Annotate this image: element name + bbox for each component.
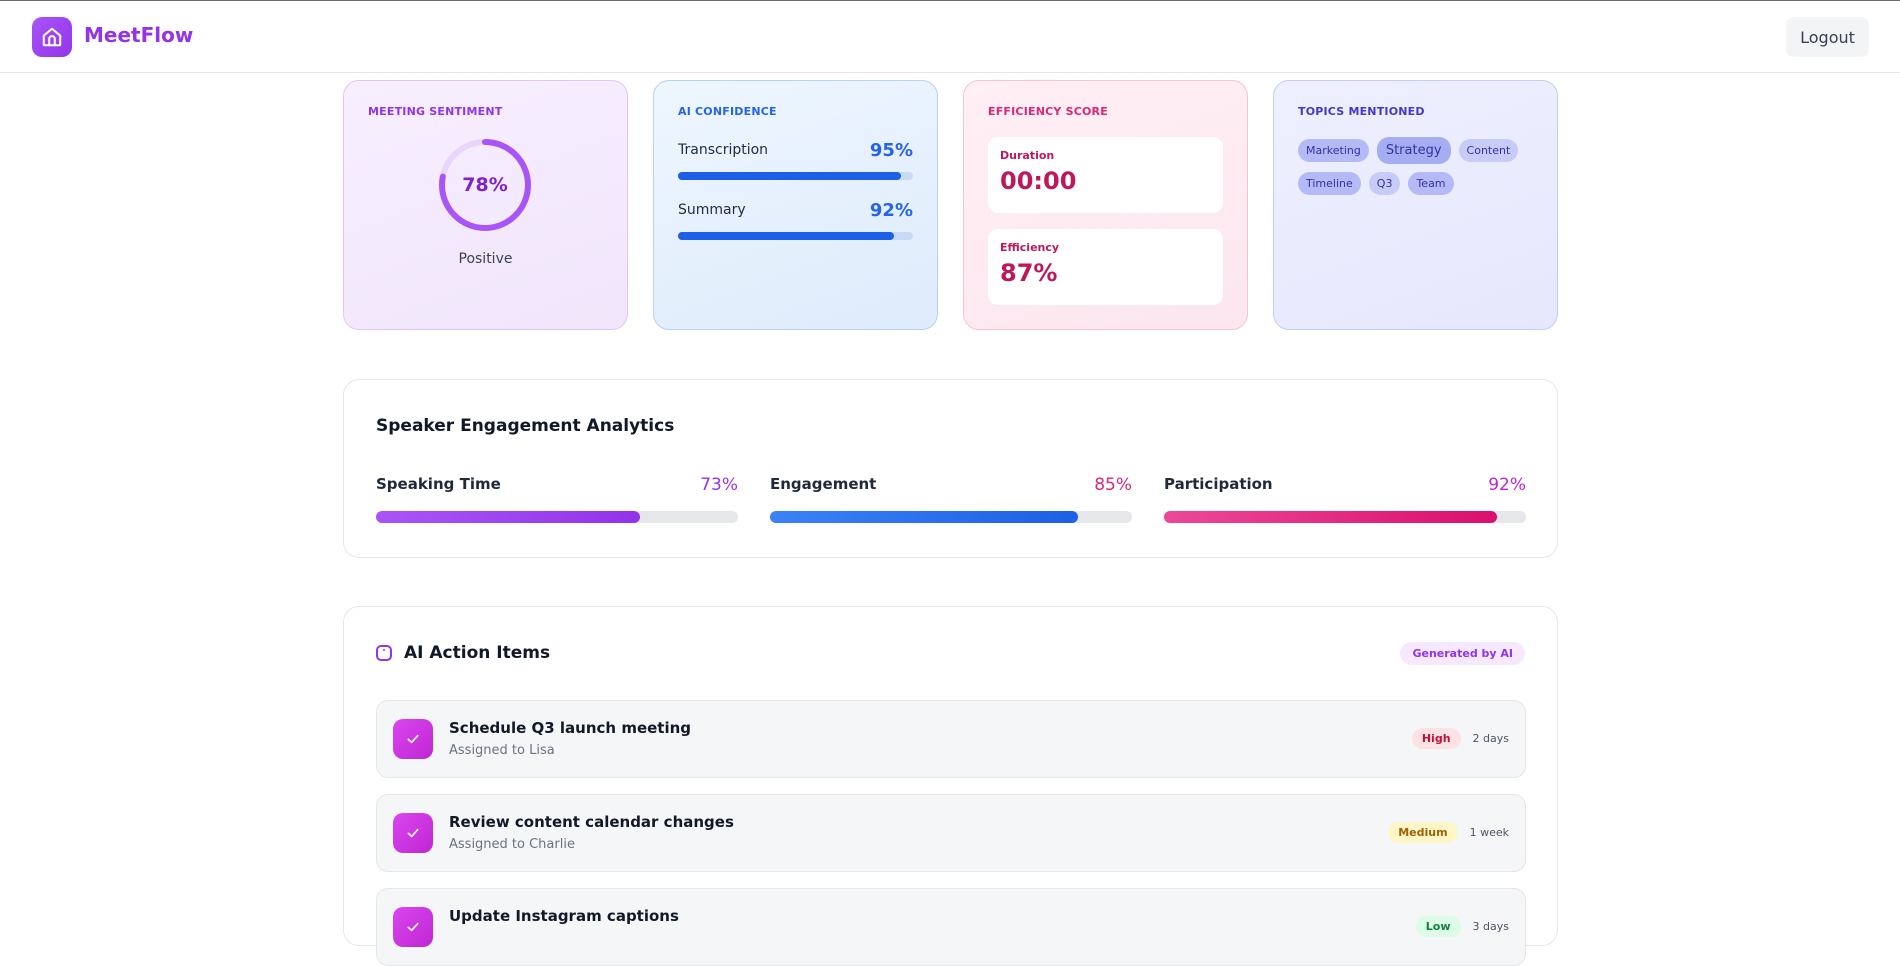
priority-badge: High <box>1411 728 1461 749</box>
priority-badge: Medium <box>1388 822 1458 843</box>
topic-tag[interactable]: Team <box>1408 172 1454 195</box>
metric-label: Speaking Time <box>376 475 501 493</box>
metric-value: 85% <box>1094 475 1132 495</box>
sentiment-caption: Positive <box>458 251 513 267</box>
action-item-title: Schedule Q3 launch meeting <box>449 719 692 737</box>
action-item[interactable]: Review content calendar changes Assigned… <box>376 794 1526 872</box>
topics-mentioned-card: TOPICS MENTIONED Marketing Strategy Cont… <box>1273 80 1558 330</box>
ai-action-items-panel: AI Action Items Generated by AI Schedule… <box>343 606 1558 966</box>
card-label: AI CONFIDENCE <box>678 105 777 118</box>
efficiency-label: Efficiency <box>1000 241 1060 254</box>
metric-bar-fill <box>376 511 641 523</box>
sentiment-percentage: 78% <box>462 174 508 196</box>
metric-bar-fill <box>770 511 1078 523</box>
top-navbar: MeetFlow Logout <box>0 1 1900 73</box>
action-item-meta: Medium 1 week <box>1388 822 1509 843</box>
action-item[interactable]: Update Instagram captions Low 3 days <box>376 888 1526 966</box>
check-icon[interactable] <box>393 907 433 947</box>
priority-badge: Low <box>1415 916 1461 937</box>
ai-confidence-card: AI CONFIDENCE Transcription 95% Summary … <box>653 80 938 330</box>
speaker-engagement-panel: Speaker Engagement Analytics Speaking Ti… <box>343 379 1558 558</box>
efficiency-score-card: EFFICIENCY SCORE Duration 00:00 Efficien… <box>963 80 1248 330</box>
duration-value: 00:00 <box>1000 167 1077 195</box>
metric-bar-fill <box>1164 511 1498 523</box>
action-item-assignee: Assigned to Lisa <box>449 743 555 758</box>
confidence-bar-fill <box>678 172 902 180</box>
sentiment-ring: 78% <box>437 137 533 233</box>
confidence-bar-track <box>678 172 913 180</box>
panel-title: AI Action Items <box>404 643 551 663</box>
home-logo-icon[interactable] <box>32 17 72 57</box>
check-icon[interactable] <box>393 813 433 853</box>
card-label: MEETING SENTIMENT <box>368 105 503 118</box>
topic-tag[interactable]: Marketing <box>1298 139 1369 162</box>
due-text: 1 week <box>1469 826 1509 839</box>
logout-button[interactable]: Logout <box>1786 17 1869 57</box>
action-item-assignee: Assigned to Charlie <box>449 837 575 852</box>
action-item-meta: Low 3 days <box>1415 916 1509 937</box>
confidence-bar-fill <box>678 232 895 240</box>
action-item-title: Review content calendar changes <box>449 813 734 831</box>
card-label: EFFICIENCY SCORE <box>988 105 1108 118</box>
action-item-meta: High 2 days <box>1411 728 1509 749</box>
metric-value: 92% <box>1488 475 1526 495</box>
check-icon[interactable] <box>393 719 433 759</box>
efficiency-box: Efficiency 87% <box>988 229 1223 305</box>
due-text: 3 days <box>1472 920 1509 933</box>
action-item-title: Update Instagram captions <box>449 907 679 925</box>
metric-bar-track <box>376 511 738 523</box>
topic-tag[interactable]: Strategy <box>1376 137 1451 164</box>
meeting-sentiment-card: MEETING SENTIMENT 78% Positive <box>343 80 628 330</box>
topic-tag[interactable]: Q3 <box>1368 172 1401 195</box>
ai-robot-icon <box>376 645 392 661</box>
duration-box: Duration 00:00 <box>988 137 1223 213</box>
confidence-value: 95% <box>869 140 913 161</box>
card-label: TOPICS MENTIONED <box>1298 105 1425 118</box>
efficiency-value: 87% <box>1000 259 1058 287</box>
metric-label: Participation <box>1164 475 1273 493</box>
metric-bar-track <box>1164 511 1526 523</box>
metric-bar-track <box>770 511 1132 523</box>
topic-tag[interactable]: Timeline <box>1298 172 1361 195</box>
confidence-label: Transcription <box>678 142 769 158</box>
topic-tags: Marketing Strategy Content Timeline Q3 T… <box>1298 137 1538 195</box>
topic-tag[interactable]: Content <box>1458 139 1519 162</box>
duration-label: Duration <box>1000 149 1055 162</box>
brand-name[interactable]: MeetFlow <box>84 23 194 47</box>
metric-label: Engagement <box>770 475 877 493</box>
confidence-label: Summary <box>678 202 746 218</box>
window-top-border <box>0 0 1900 1</box>
panel-title: Speaker Engagement Analytics <box>376 416 675 436</box>
confidence-value: 92% <box>869 200 913 221</box>
confidence-bar-track <box>678 232 913 240</box>
metric-value: 73% <box>700 475 738 495</box>
action-item[interactable]: Schedule Q3 launch meeting Assigned to L… <box>376 700 1526 778</box>
generated-by-ai-badge: Generated by AI <box>1400 642 1525 665</box>
due-text: 2 days <box>1472 732 1509 745</box>
